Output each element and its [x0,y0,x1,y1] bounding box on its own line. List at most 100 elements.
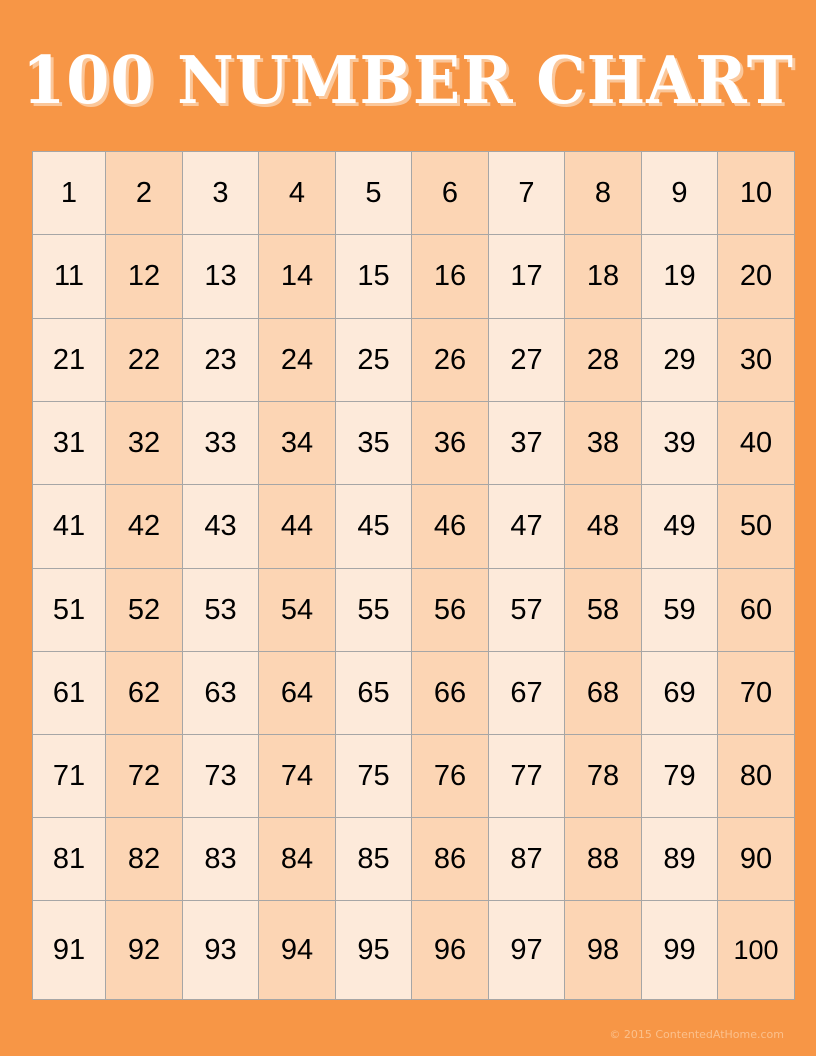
number-cell: 58 [564,568,642,652]
number-cell: 59 [641,568,718,652]
grid-row: 91 92 93 94 95 96 97 98 99 100 [32,900,795,1000]
number-cell: 48 [564,484,642,569]
number-cell: 75 [335,734,412,818]
number-cell: 76 [411,734,489,818]
number-cell: 31 [32,401,106,485]
number-cell: 54 [258,568,336,652]
number-cell: 4 [258,151,336,235]
number-cell: 29 [641,318,718,402]
copyright-footer: © 2015 ContentedAtHome.com [609,1028,784,1041]
number-cell: 35 [335,401,412,485]
grid-row: 71 72 73 74 75 76 77 78 79 80 [32,734,795,818]
number-cell: 25 [335,318,412,402]
number-cell: 13 [182,234,259,319]
number-cell: 93 [182,900,259,1000]
number-cell: 46 [411,484,489,569]
number-cell: 56 [411,568,489,652]
number-cell: 1 [32,151,106,235]
number-cell: 55 [335,568,412,652]
grid-row: 1 2 3 4 5 6 7 8 9 10 [32,151,795,235]
number-cell: 12 [105,234,183,319]
number-cell: 100 [717,900,795,1000]
number-cell: 7 [488,151,565,235]
number-cell: 6 [411,151,489,235]
grid-row: 61 62 63 64 65 66 67 68 69 70 [32,651,795,735]
number-cell: 9 [641,151,718,235]
number-cell: 72 [105,734,183,818]
number-cell: 11 [32,234,106,319]
number-cell: 70 [717,651,795,735]
number-cell: 68 [564,651,642,735]
number-cell: 24 [258,318,336,402]
number-cell: 85 [335,817,412,901]
number-grid: 1 2 3 4 5 6 7 8 9 10 11 12 13 14 15 16 17 18 19 20 21 22 23 24 2… [32,151,795,1000]
number-cell: 16 [411,234,489,319]
number-cell: 47 [488,484,565,569]
number-cell: 57 [488,568,565,652]
number-cell: 94 [258,900,336,1000]
number-cell: 73 [182,734,259,818]
number-cell: 20 [717,234,795,319]
number-cell: 49 [641,484,718,569]
page-title: 100 NUMBER CHART [22,42,794,119]
grid-row: 81 82 83 84 85 86 87 88 89 90 [32,817,795,901]
number-cell: 41 [32,484,106,569]
number-cell: 21 [32,318,106,402]
grid-row: 51 52 53 54 55 56 57 58 59 60 [32,568,795,652]
number-cell: 91 [32,900,106,1000]
number-cell: 62 [105,651,183,735]
number-cell: 38 [564,401,642,485]
number-cell: 98 [564,900,642,1000]
grid-row: 11 12 13 14 15 16 17 18 19 20 [32,234,795,319]
number-cell: 10 [717,151,795,235]
number-cell: 18 [564,234,642,319]
number-cell: 90 [717,817,795,901]
number-cell: 26 [411,318,489,402]
number-cell: 80 [717,734,795,818]
grid-row: 41 42 43 44 45 46 47 48 49 50 [32,484,795,569]
number-cell: 88 [564,817,642,901]
number-cell: 63 [182,651,259,735]
number-cell: 67 [488,651,565,735]
number-cell: 87 [488,817,565,901]
number-cell: 53 [182,568,259,652]
number-cell: 71 [32,734,106,818]
number-cell: 52 [105,568,183,652]
number-cell: 51 [32,568,106,652]
number-cell: 19 [641,234,718,319]
number-cell: 39 [641,401,718,485]
grid-row: 21 22 23 24 25 26 27 28 29 30 [32,318,795,402]
number-cell: 30 [717,318,795,402]
number-cell: 81 [32,817,106,901]
number-cell: 40 [717,401,795,485]
number-cell: 96 [411,900,489,1000]
number-cell: 28 [564,318,642,402]
number-cell: 86 [411,817,489,901]
number-cell: 3 [182,151,259,235]
number-cell: 79 [641,734,718,818]
number-cell: 65 [335,651,412,735]
number-cell: 97 [488,900,565,1000]
number-cell: 33 [182,401,259,485]
number-cell: 95 [335,900,412,1000]
number-cell: 50 [717,484,795,569]
number-cell: 15 [335,234,412,319]
number-cell: 34 [258,401,336,485]
number-cell: 89 [641,817,718,901]
number-cell: 83 [182,817,259,901]
number-cell: 37 [488,401,565,485]
number-cell: 99 [641,900,718,1000]
number-cell: 66 [411,651,489,735]
number-cell: 42 [105,484,183,569]
number-cell: 8 [564,151,642,235]
number-cell: 77 [488,734,565,818]
number-cell: 45 [335,484,412,569]
number-cell: 60 [717,568,795,652]
number-cell: 43 [182,484,259,569]
number-cell: 84 [258,817,336,901]
number-cell: 36 [411,401,489,485]
number-cell: 82 [105,817,183,901]
number-cell: 14 [258,234,336,319]
number-cell: 2 [105,151,183,235]
number-cell: 27 [488,318,565,402]
